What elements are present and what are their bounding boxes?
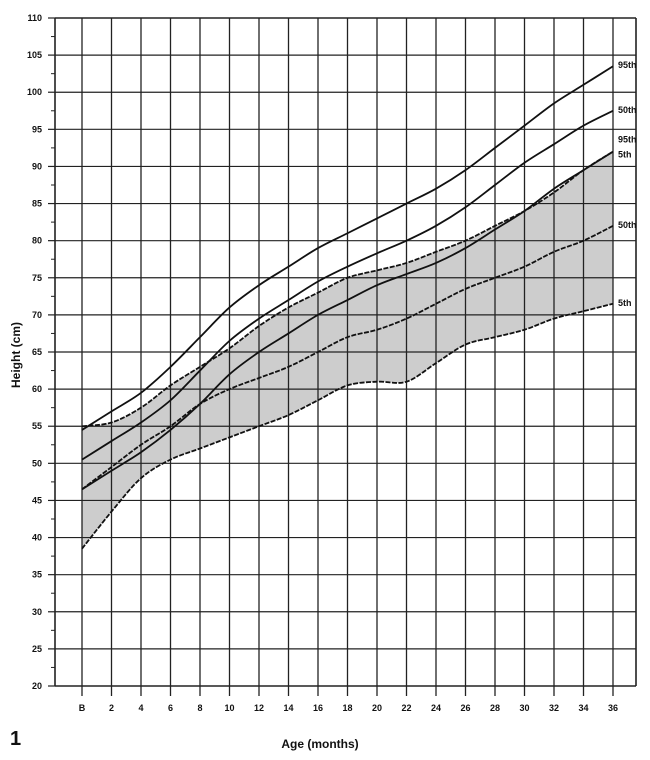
- y-tick-label: 80: [32, 236, 42, 246]
- y-tick-label: 70: [32, 310, 42, 320]
- y-tick-label: 55: [32, 421, 42, 431]
- curve-end-label: 95th: [618, 60, 637, 70]
- curve-end-label: 50th: [618, 220, 637, 230]
- y-tick-label: 50: [32, 458, 42, 468]
- y-tick-label: 20: [32, 681, 42, 691]
- x-tick-label: 20: [372, 703, 382, 713]
- y-tick-label: 75: [32, 273, 42, 283]
- y-tick-label: 105: [27, 50, 42, 60]
- y-tick-label: 60: [32, 384, 42, 394]
- x-tick-label: 22: [401, 703, 411, 713]
- y-tick-label: 95: [32, 124, 42, 134]
- x-tick-label: 10: [224, 703, 234, 713]
- x-tick-label: 2: [109, 703, 114, 713]
- x-tick-label: 8: [197, 703, 202, 713]
- curve-end-labels: 95th 50th 95th 5th 50th 5th: [618, 60, 637, 308]
- y-tick-label: 45: [32, 495, 42, 505]
- y-axis-ticks: 20 25 30 35 40 45 50 55 60 65 70 75 80 85 90 95 100 105 11…: [27, 13, 55, 691]
- x-tick-label: 16: [313, 703, 323, 713]
- curve-end-label: 5th: [618, 298, 632, 308]
- y-tick-label: 110: [27, 13, 42, 23]
- curve-5th-dashed: [81, 302, 614, 550]
- x-axis-ticks: B 2 4 6 8 10 12 14 16 18 20 22 24 26 28 30 32 34 36: [79, 703, 618, 713]
- x-tick-label: 14: [283, 703, 293, 713]
- percentile-curves: [81, 65, 614, 550]
- x-tick-label: 34: [578, 703, 588, 713]
- x-tick-label: B: [79, 703, 86, 713]
- curve-end-label: 5th: [618, 149, 632, 159]
- curve-50th-dashed: [81, 225, 614, 491]
- curve-50th-solid: [81, 109, 614, 461]
- x-tick-label: 4: [138, 703, 143, 713]
- curve-95th-solid: [81, 65, 614, 431]
- x-tick-label: 18: [342, 703, 352, 713]
- y-tick-label: 85: [32, 199, 42, 209]
- curve-end-label: 95th: [618, 134, 637, 144]
- y-tick-label: 90: [32, 161, 42, 171]
- x-tick-label: 6: [168, 703, 173, 713]
- y-tick-label: 35: [32, 570, 42, 580]
- x-tick-label: 12: [254, 703, 264, 713]
- y-tick-label: 40: [32, 533, 42, 543]
- curve-95th-dashed: [81, 150, 614, 428]
- y-tick-label: 25: [32, 644, 42, 654]
- x-tick-label: 28: [490, 703, 500, 713]
- x-tick-label: 26: [460, 703, 470, 713]
- y-axis-title: Height (cm): [9, 322, 23, 388]
- curve-end-label: 50th: [618, 105, 637, 115]
- y-tick-label: 65: [32, 347, 42, 357]
- figure-number: 1: [10, 728, 22, 750]
- y-tick-label: 30: [32, 607, 42, 617]
- y-tick-label: 100: [27, 87, 42, 97]
- x-tick-label: 36: [608, 703, 618, 713]
- x-tick-label: 32: [549, 703, 559, 713]
- x-tick-label: 24: [431, 703, 441, 713]
- x-tick-label: 30: [519, 703, 529, 713]
- x-axis-title: Age (months): [281, 737, 358, 751]
